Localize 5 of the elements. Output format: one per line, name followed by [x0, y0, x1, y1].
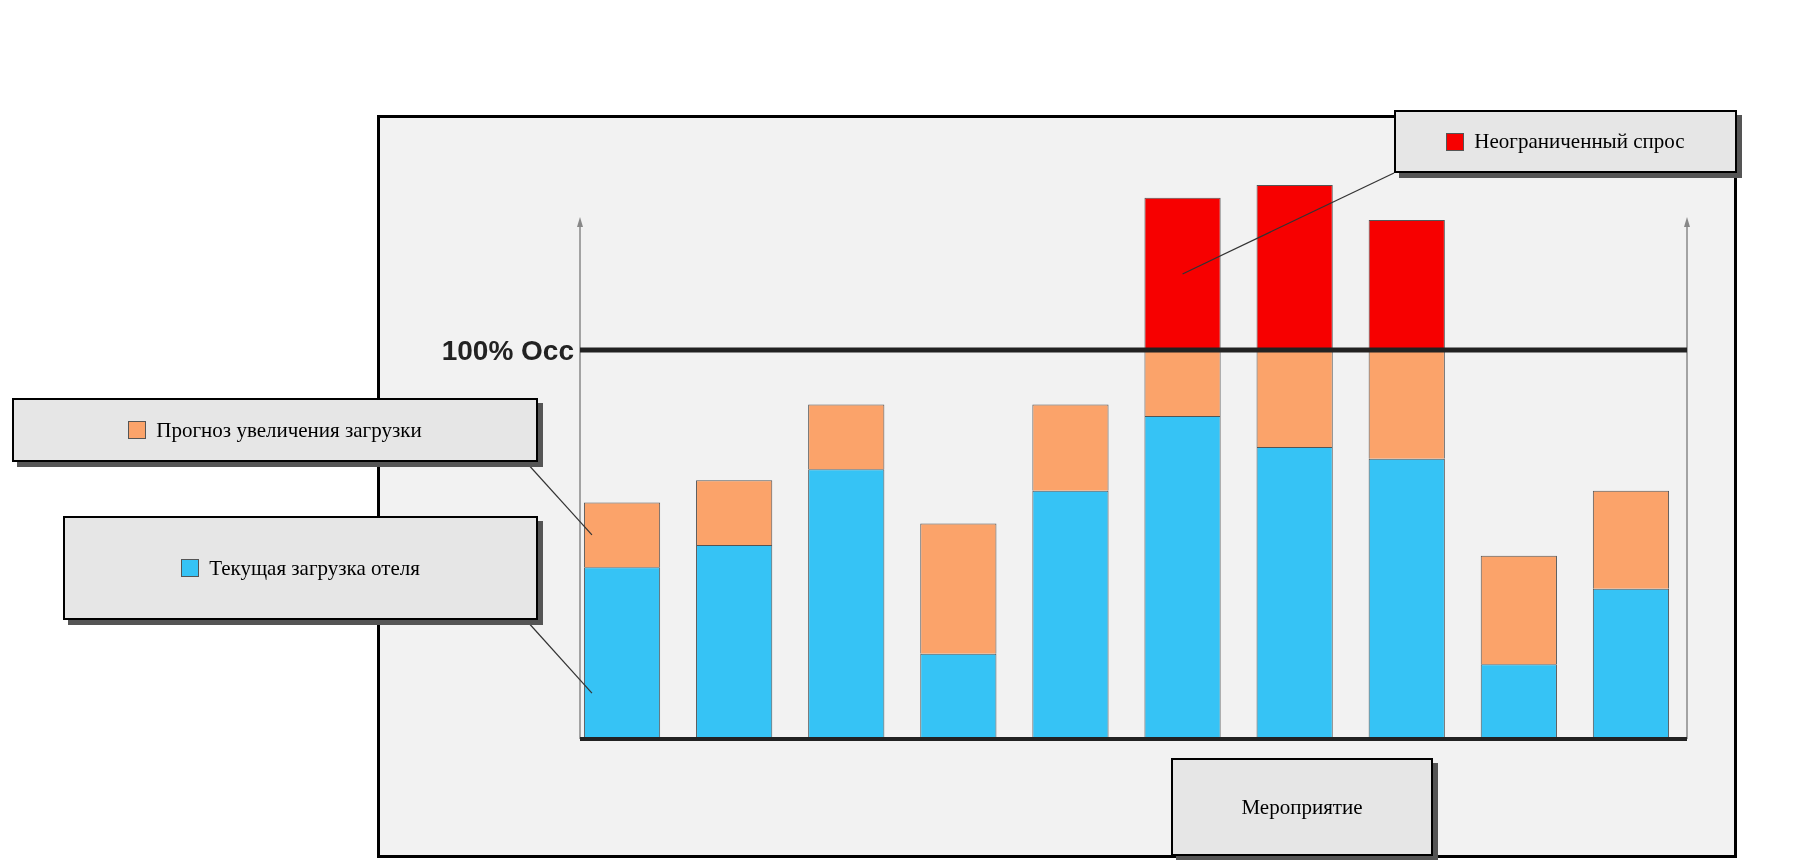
- ref-line-label: 100% Occ: [441, 334, 574, 366]
- legend-label: Прогноз увеличения загрузки: [156, 417, 422, 443]
- legend-label: Текущая загрузка отеля: [209, 555, 420, 581]
- legend-label: Неограниченный спрос: [1474, 129, 1685, 154]
- text: Мероприятие: [1171, 758, 1433, 856]
